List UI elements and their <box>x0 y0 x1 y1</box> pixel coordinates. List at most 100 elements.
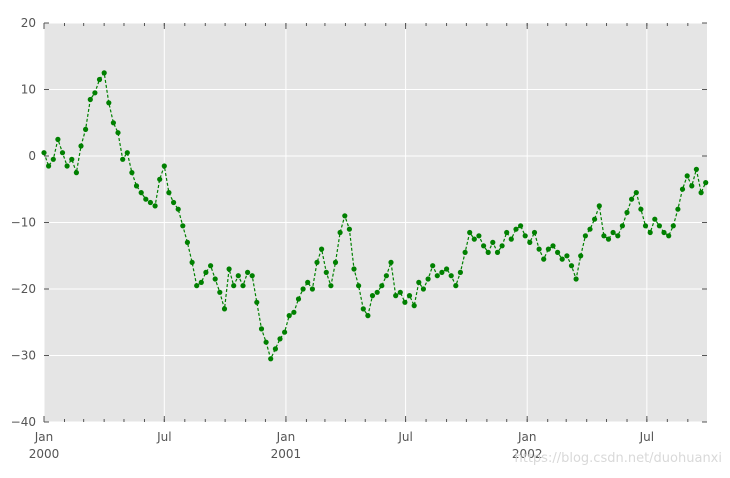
data-point <box>231 283 237 289</box>
data-point <box>592 216 598 222</box>
data-series <box>41 70 709 362</box>
y-tick-label: 0 <box>28 149 36 163</box>
axis-ticks <box>43 22 707 423</box>
data-point <box>369 293 376 299</box>
x-tick-year-label: 2002 <box>512 447 543 461</box>
data-point <box>198 279 204 285</box>
data-point <box>217 289 223 295</box>
data-point <box>564 253 570 259</box>
data-point <box>568 263 575 269</box>
data-point <box>92 90 98 96</box>
data-point <box>485 249 491 255</box>
data-point <box>383 273 389 279</box>
data-point <box>235 273 241 279</box>
data-point <box>41 150 47 156</box>
x-tick-label: Jan <box>517 430 537 444</box>
data-point <box>679 186 686 192</box>
data-point <box>587 226 593 232</box>
data-point <box>208 263 214 269</box>
data-point <box>596 203 602 209</box>
data-point <box>629 196 635 202</box>
y-tick-label: 10 <box>21 83 36 97</box>
data-point <box>393 293 399 299</box>
data-point <box>531 229 538 236</box>
data-point <box>96 76 103 83</box>
data-point <box>221 306 228 312</box>
data-point <box>152 203 158 209</box>
data-point <box>467 229 473 236</box>
data-point <box>212 276 218 282</box>
data-point <box>555 249 561 255</box>
data-point <box>50 156 56 162</box>
data-point <box>314 259 320 265</box>
data-point <box>476 233 482 239</box>
data-point <box>652 216 658 222</box>
data-point <box>59 150 66 156</box>
data-point <box>527 239 533 245</box>
data-point <box>157 176 163 182</box>
data-point <box>101 70 107 76</box>
data-point <box>642 223 649 229</box>
data-point <box>129 170 135 176</box>
data-point <box>124 150 130 156</box>
data-point <box>379 283 385 289</box>
data-point <box>319 246 325 252</box>
data-point <box>133 183 140 189</box>
data-point <box>115 130 121 136</box>
data-point <box>406 293 413 299</box>
data-point <box>245 269 251 275</box>
watermark: https://blog.csdn.net/duohuanxi <box>514 451 723 466</box>
data-point <box>661 229 667 236</box>
data-point <box>342 213 348 219</box>
y-tick-label: 20 <box>21 16 36 30</box>
data-point <box>481 243 487 249</box>
data-point <box>698 190 704 196</box>
data-point <box>180 223 186 229</box>
data-point <box>670 223 676 229</box>
data-point <box>249 273 255 279</box>
data-point <box>328 283 334 289</box>
data-point <box>203 269 209 275</box>
data-point <box>337 229 343 236</box>
data-point <box>356 283 362 289</box>
data-point <box>286 313 292 319</box>
data-point <box>518 223 524 229</box>
data-point <box>73 170 79 176</box>
data-point <box>439 269 445 275</box>
data-point <box>601 233 607 239</box>
x-tick-year-label: 2000 <box>29 447 60 461</box>
data-point <box>689 183 695 189</box>
data-point <box>258 326 265 332</box>
data-point <box>457 269 463 275</box>
data-point <box>161 163 167 169</box>
data-point <box>582 233 589 239</box>
data-point <box>444 266 450 272</box>
data-point <box>559 256 565 262</box>
data-point <box>268 356 274 362</box>
data-point <box>226 266 232 272</box>
data-point <box>282 329 288 335</box>
data-point <box>110 120 116 126</box>
data-point <box>305 279 311 285</box>
data-point <box>87 96 93 103</box>
x-tick-year-label: 2001 <box>271 447 302 461</box>
data-point <box>434 273 440 279</box>
data-point <box>263 339 269 345</box>
x-axis-tick-labels: Jan 2000 Jul Jan 2001 Jul Jan 2002 Jul <box>29 430 654 461</box>
data-point <box>508 236 514 242</box>
x-tick-label: Jan <box>34 430 54 444</box>
data-point <box>120 156 126 162</box>
data-point <box>647 229 653 236</box>
data-point <box>351 266 357 272</box>
data-point <box>573 276 579 282</box>
data-point <box>55 136 61 142</box>
x-tick-label: Jul <box>156 430 171 444</box>
data-point <box>240 283 246 289</box>
data-point <box>448 273 454 279</box>
data-point <box>416 279 422 285</box>
data-point <box>272 346 278 352</box>
data-point <box>138 190 144 196</box>
data-point <box>69 156 75 162</box>
data-point <box>78 143 84 149</box>
